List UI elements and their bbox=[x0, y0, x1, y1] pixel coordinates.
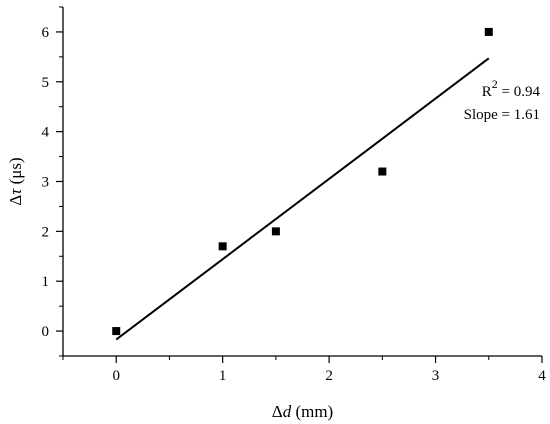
x-tick-label: 4 bbox=[538, 368, 546, 384]
y-tick-label: 2 bbox=[42, 224, 50, 240]
x-tick-label: 3 bbox=[432, 368, 440, 384]
r-squared-annotation: R2 = 0.94 bbox=[482, 77, 541, 100]
tick-labels: 0 1 2 3 4 0 1 2 3 4 5 6 bbox=[42, 25, 547, 384]
data-point bbox=[218, 242, 227, 251]
y-axis-label: Δτ (μs) bbox=[6, 157, 25, 205]
y-tick-label: 0 bbox=[42, 324, 50, 340]
data-point bbox=[378, 167, 387, 176]
fit-line bbox=[115, 57, 490, 341]
ticks bbox=[56, 6, 543, 363]
y-tick-label: 1 bbox=[42, 274, 50, 290]
x-tick-label: 2 bbox=[325, 368, 333, 384]
axes bbox=[62, 7, 542, 357]
y-tick-label: 4 bbox=[42, 125, 50, 141]
data-point bbox=[271, 227, 280, 236]
slope-annotation: Slope = 1.61 bbox=[464, 107, 540, 123]
x-tick-label: 1 bbox=[219, 368, 227, 384]
x-axis-label: Δd (mm) bbox=[272, 402, 333, 421]
y-tick-label: 5 bbox=[42, 75, 50, 91]
data-point bbox=[484, 27, 493, 36]
y-tick-label: 3 bbox=[42, 175, 50, 191]
data-point bbox=[112, 327, 121, 336]
y-tick-label: 6 bbox=[42, 25, 50, 41]
data-points bbox=[112, 27, 493, 336]
x-tick-label: 0 bbox=[112, 368, 120, 384]
